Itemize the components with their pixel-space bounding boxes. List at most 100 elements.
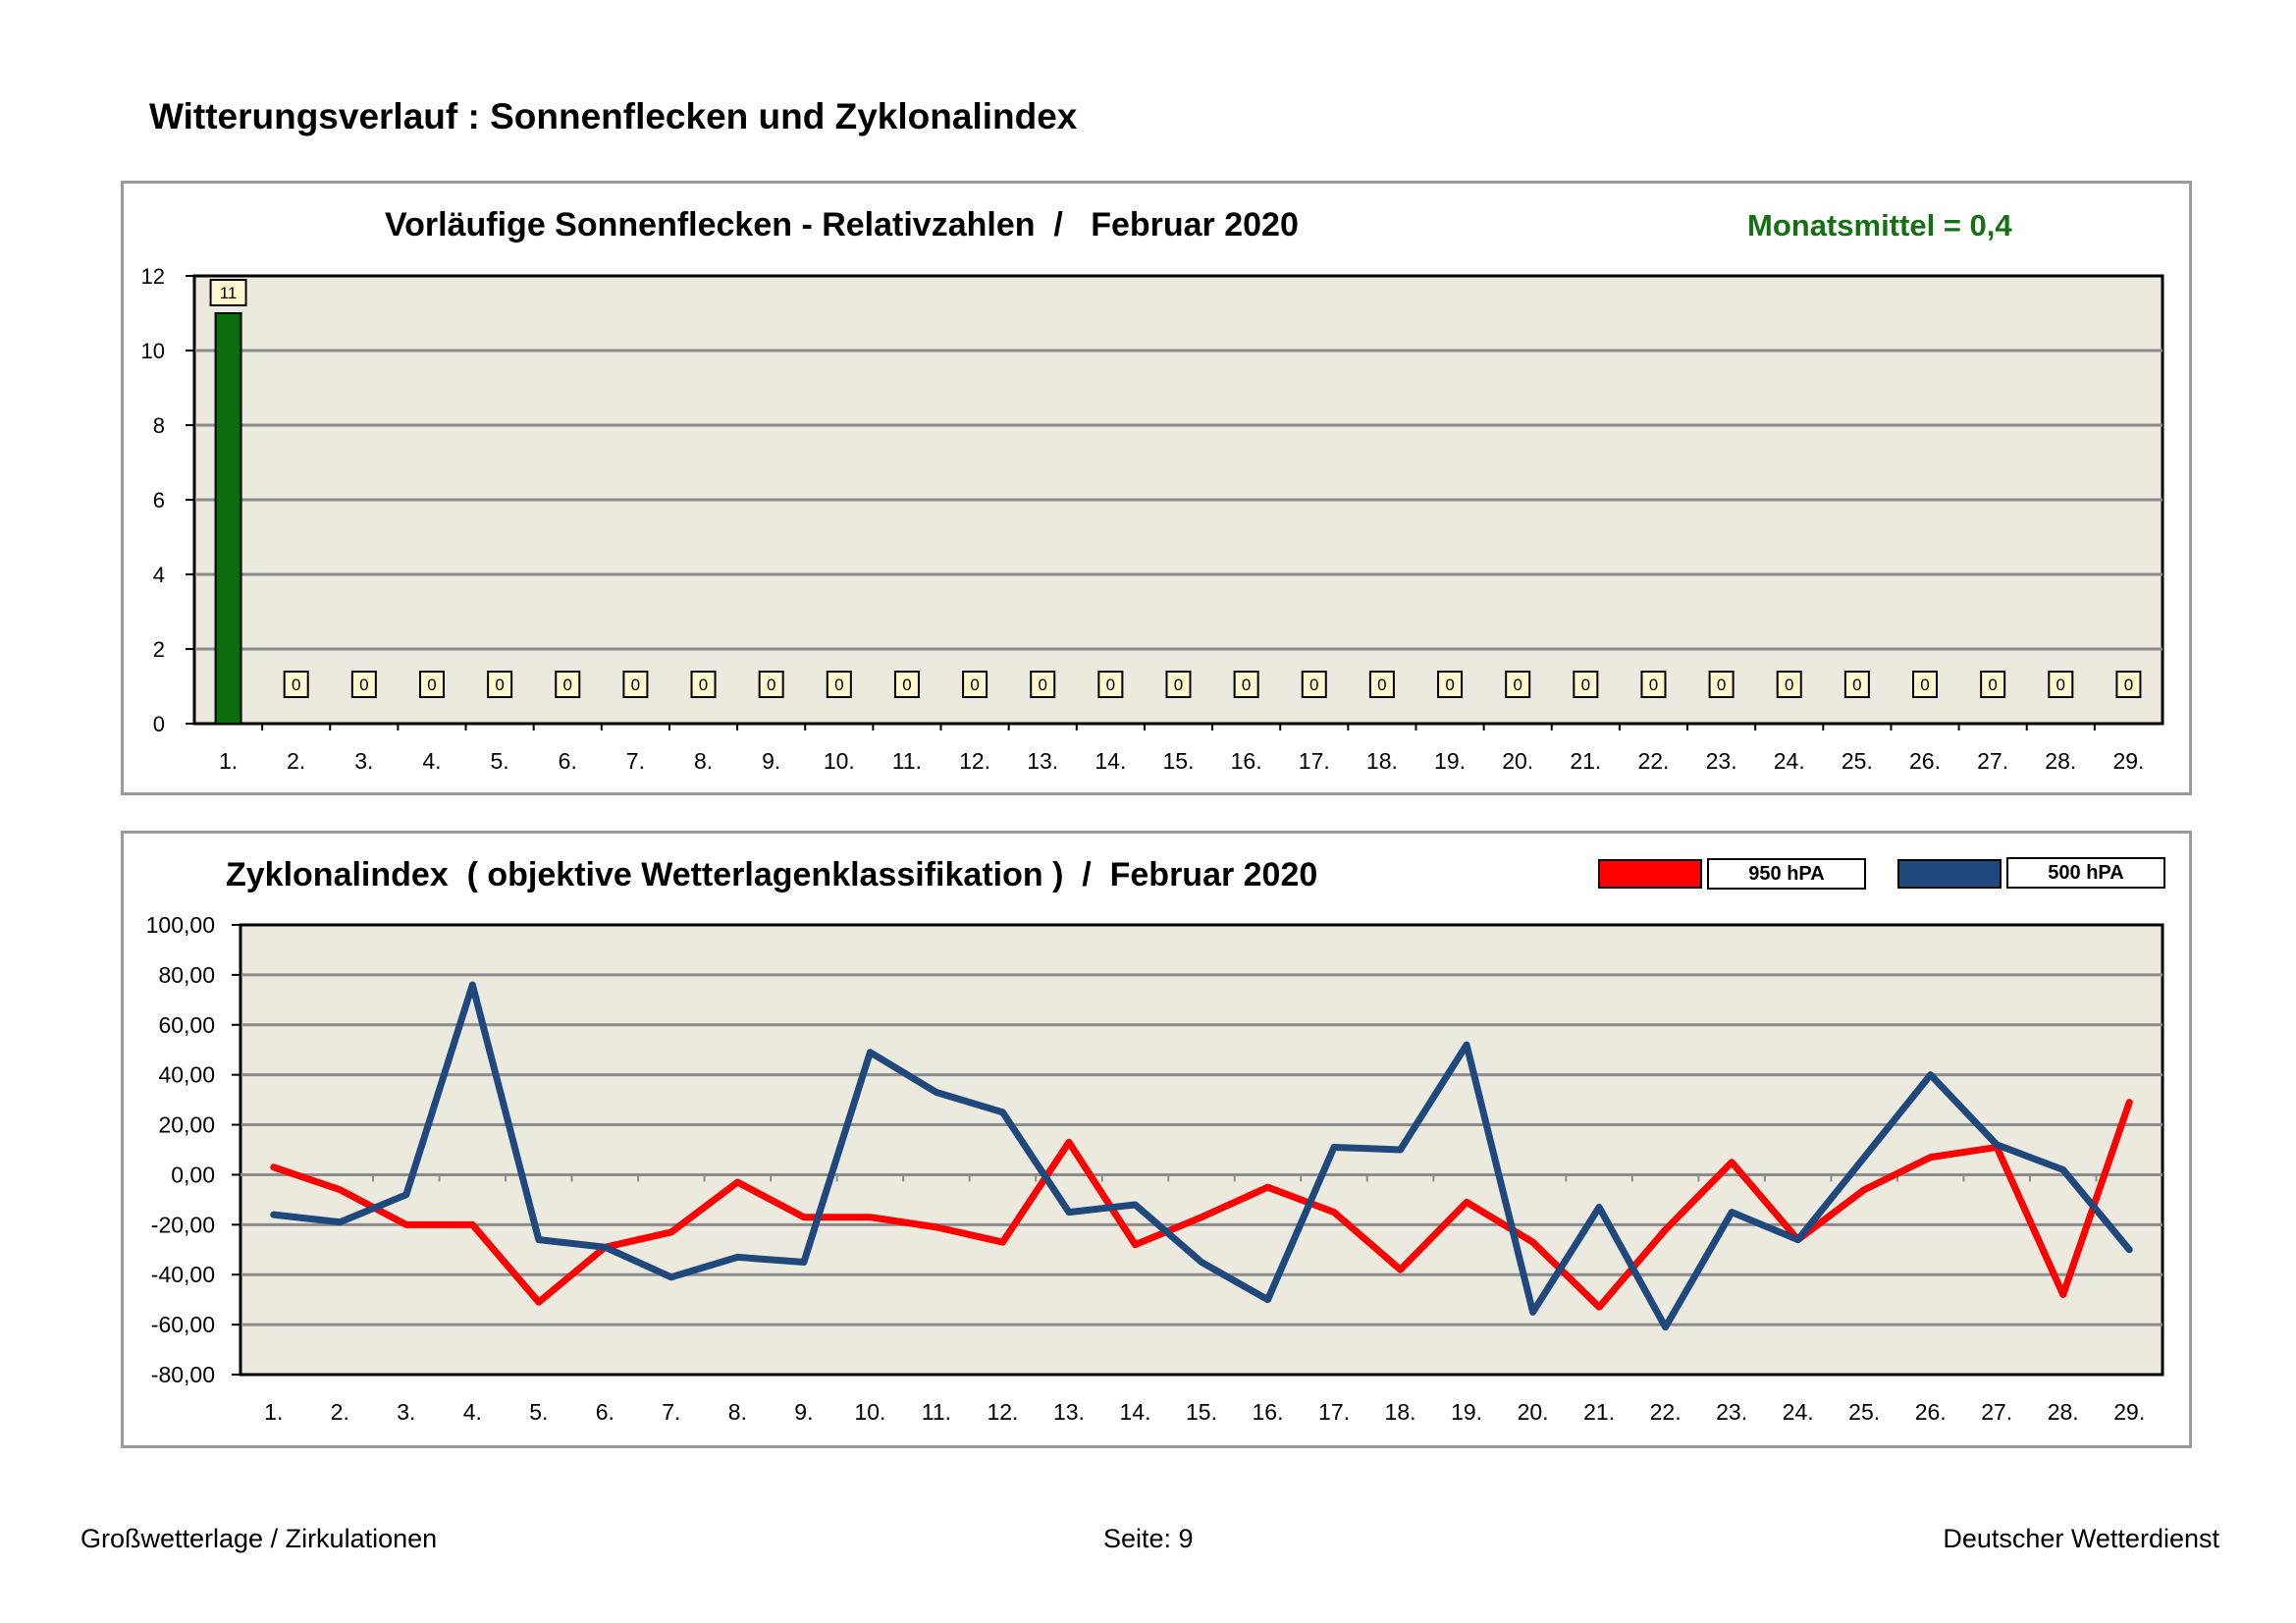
x-tick-label: 14. bbox=[1119, 1399, 1150, 1425]
data-point bbox=[1199, 1214, 1204, 1220]
data-point bbox=[1264, 1296, 1271, 1303]
data-label: 0 bbox=[1445, 676, 1454, 694]
data-label: 0 bbox=[2056, 676, 2065, 694]
data-point bbox=[535, 1299, 542, 1306]
data-label-box bbox=[1233, 671, 1259, 698]
footer-center: Seite: 9 bbox=[1103, 1524, 1194, 1553]
data-point bbox=[1132, 1201, 1139, 1208]
data-point bbox=[2059, 1166, 2066, 1173]
data-label: 0 bbox=[1988, 676, 1997, 694]
x-tick-label: 20. bbox=[1502, 748, 1533, 774]
x-tick-label: 6. bbox=[559, 748, 577, 774]
data-point bbox=[1397, 1267, 1404, 1273]
data-label: 0 bbox=[1785, 676, 1793, 694]
data-point bbox=[933, 1223, 939, 1230]
x-tick-label: 17. bbox=[1299, 748, 1330, 774]
data-label-box bbox=[2115, 671, 2142, 698]
page-title: Witterungsverlauf : Sonnenflecken und Zy… bbox=[149, 96, 1078, 136]
x-tick-label: 26. bbox=[1915, 1399, 1947, 1425]
data-point bbox=[1596, 1204, 1603, 1211]
x-tick-label: 25. bbox=[1848, 1399, 1880, 1425]
data-point bbox=[602, 1244, 609, 1251]
data-point bbox=[933, 1089, 939, 1096]
footer-right: Deutscher Wetterdienst bbox=[1943, 1524, 2219, 1553]
data-label-box bbox=[283, 671, 309, 698]
data-point bbox=[867, 1049, 874, 1055]
data-label: 11 bbox=[220, 284, 238, 302]
legend-950-swatch bbox=[1598, 859, 1702, 889]
x-tick-label: 8. bbox=[728, 1399, 747, 1425]
x-tick-label: 21. bbox=[1583, 1399, 1615, 1425]
data-label: 0 bbox=[1174, 676, 1183, 694]
x-tick-label: 9. bbox=[794, 1399, 813, 1425]
monthly-mean-label: Monatsmittel = 0,4 bbox=[1747, 208, 2012, 243]
x-tick-label: 3. bbox=[354, 748, 373, 774]
data-point bbox=[1794, 1236, 1801, 1243]
x-tick-label: 12. bbox=[959, 748, 990, 774]
x-tick-label: 11. bbox=[892, 748, 922, 774]
data-point bbox=[402, 1191, 409, 1198]
x-tick-label: 20. bbox=[1518, 1399, 1549, 1425]
x-tick-label: 2. bbox=[331, 1399, 349, 1425]
x-tick-label: 8. bbox=[694, 748, 713, 774]
data-label: 0 bbox=[563, 676, 572, 694]
y-tick-label: 8 bbox=[153, 413, 165, 438]
x-tick-label: 28. bbox=[2048, 1399, 2079, 1425]
x-tick-label: 6. bbox=[596, 1399, 614, 1425]
data-point bbox=[337, 1218, 344, 1225]
x-tick-label: 3. bbox=[397, 1399, 415, 1425]
x-tick-label: 25. bbox=[1842, 748, 1873, 774]
x-tick-label: 22. bbox=[1637, 748, 1669, 774]
data-point bbox=[1065, 1139, 1072, 1146]
data-label-box bbox=[209, 279, 247, 306]
data-label-box bbox=[758, 671, 784, 698]
x-tick-label: 5. bbox=[491, 748, 509, 774]
y-tick-label: -20,00 bbox=[151, 1212, 215, 1237]
x-tick-label: 7. bbox=[662, 1399, 680, 1425]
y-tick-label: 0,00 bbox=[171, 1162, 215, 1187]
data-label-box bbox=[555, 671, 581, 698]
data-label-box bbox=[1165, 671, 1192, 698]
data-point bbox=[1065, 1209, 1072, 1216]
x-tick-label: 13. bbox=[1027, 748, 1058, 774]
data-point bbox=[867, 1214, 874, 1220]
data-label: 0 bbox=[359, 676, 368, 694]
data-label: 0 bbox=[2124, 676, 2133, 694]
data-point bbox=[1729, 1209, 1735, 1216]
data-point bbox=[1331, 1209, 1338, 1216]
data-label-box bbox=[962, 671, 988, 698]
data-label: 0 bbox=[1717, 676, 1726, 694]
data-point bbox=[1132, 1241, 1139, 1248]
data-label: 0 bbox=[699, 676, 708, 694]
y-tick-label: 6 bbox=[153, 488, 165, 513]
data-point bbox=[270, 1163, 277, 1170]
data-label: 0 bbox=[767, 676, 775, 694]
cyclonal-chart-title: Zyklonalindex ( objektive Wetterlagenkla… bbox=[226, 856, 1318, 893]
x-tick-label: 5. bbox=[529, 1399, 548, 1425]
data-point bbox=[402, 1221, 409, 1228]
data-label: 0 bbox=[1513, 676, 1522, 694]
x-tick-label: 4. bbox=[463, 1399, 482, 1425]
data-label-box bbox=[622, 671, 649, 698]
data-label-box bbox=[1708, 671, 1735, 698]
data-point bbox=[337, 1186, 344, 1193]
x-tick-label: 16. bbox=[1253, 1399, 1284, 1425]
data-label-box bbox=[1912, 671, 1939, 698]
footer-left: Großwetterlage / Zirkulationen bbox=[80, 1524, 438, 1553]
data-label: 0 bbox=[1377, 676, 1386, 694]
x-tick-label: 11. bbox=[922, 1399, 951, 1425]
data-label-box bbox=[690, 671, 717, 698]
data-point bbox=[800, 1214, 807, 1220]
data-label: 0 bbox=[902, 676, 911, 694]
y-tick-label: 20,00 bbox=[158, 1112, 215, 1138]
data-label-box bbox=[2048, 671, 2074, 698]
data-label-box bbox=[1437, 671, 1464, 698]
data-label: 0 bbox=[1038, 676, 1046, 694]
data-point bbox=[667, 1273, 674, 1280]
x-tick-label: 21. bbox=[1570, 748, 1601, 774]
data-point bbox=[2126, 1246, 2133, 1253]
data-label: 0 bbox=[1852, 676, 1861, 694]
data-point bbox=[1662, 1324, 1669, 1330]
x-tick-label: 23. bbox=[1716, 1399, 1747, 1425]
